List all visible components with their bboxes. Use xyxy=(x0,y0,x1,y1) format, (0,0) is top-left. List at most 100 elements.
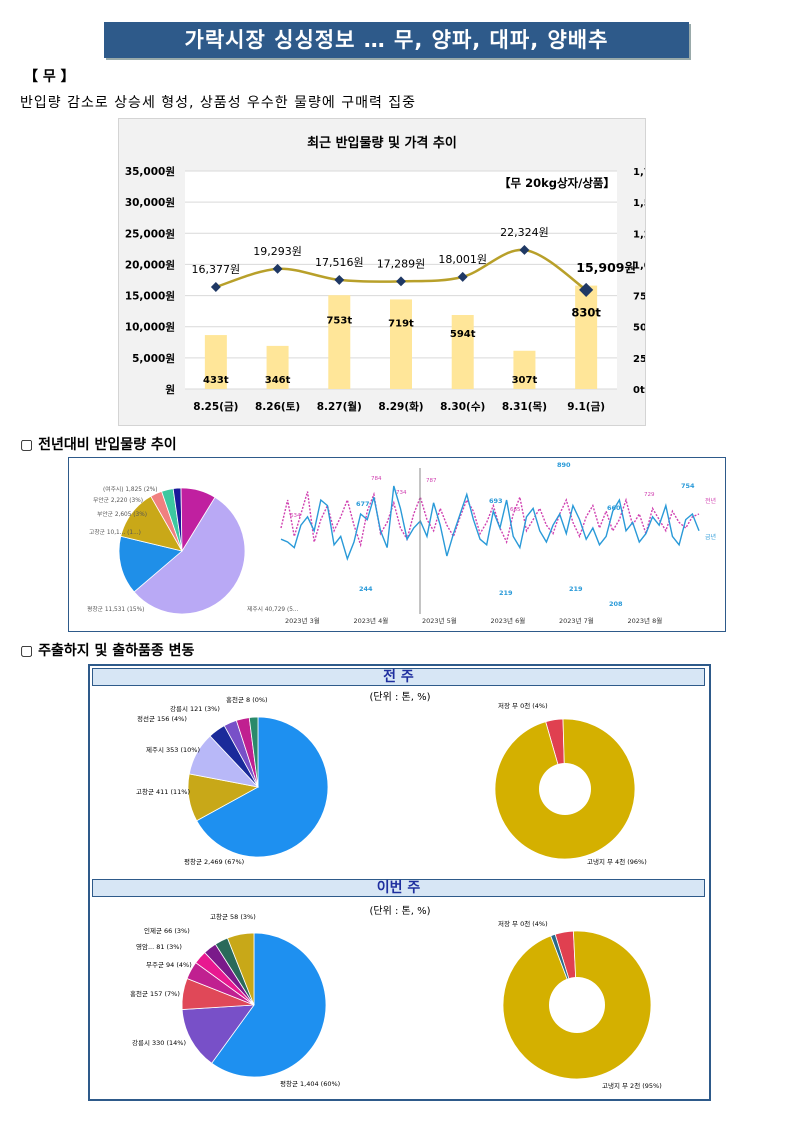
price-marker xyxy=(334,274,345,285)
donut-hole xyxy=(549,977,605,1033)
this-week-title: 이번 주 xyxy=(92,879,705,897)
x-tick: 8.29(화) xyxy=(378,400,423,413)
volume-label: 830t xyxy=(571,306,601,320)
x-axis-label: 2023년 6월 xyxy=(491,616,526,625)
blue-point-label: 693 xyxy=(489,497,503,505)
this-region-label: 평창군 1,404 (60%) xyxy=(280,1079,340,1088)
this-region-slice xyxy=(226,932,255,1006)
pie-slice xyxy=(118,535,183,593)
section-summary: 반입량 감소로 상승세 형성, 상품성 우수한 물량에 구매력 집중 xyxy=(20,95,417,111)
x-axis-label: 2023년 5월 xyxy=(422,616,457,625)
this-region-slice xyxy=(211,932,327,1078)
volume-bar xyxy=(451,315,474,389)
x-axis-label: 2023년 3월 xyxy=(285,616,320,625)
volume-label: 307t xyxy=(512,375,538,386)
pink-point-label: 729 xyxy=(644,492,655,498)
volume-bar xyxy=(513,350,536,389)
x-tick: 8.30(수) xyxy=(440,401,485,413)
y-right-tick: 750t xyxy=(633,292,645,303)
y-right-tick: 1,750t xyxy=(633,167,645,178)
y-left-tick: 10,000원 xyxy=(125,321,175,334)
pie-label: 고창군 10,1... (1...) xyxy=(89,528,141,536)
y-right-tick: 500t xyxy=(633,323,645,334)
price-marker xyxy=(272,263,283,274)
price-marker xyxy=(519,245,530,255)
y-left-tick: 25,000원 xyxy=(125,227,175,240)
this-year-line xyxy=(280,485,700,561)
x-axis-label: 2023년 7월 xyxy=(559,616,594,625)
blue-point-label: 208 xyxy=(609,600,623,608)
this-region-slice xyxy=(181,1004,255,1064)
blue-point-label: 219 xyxy=(499,589,513,597)
volume-bar xyxy=(575,285,598,389)
chart-title: 최근 반입물량 및 가격 추이 xyxy=(307,135,457,151)
price-label: 18,001원 xyxy=(438,253,487,266)
x-tick: 8.25(금) xyxy=(193,401,238,413)
prev-region-label: 제주시 353 (10%) xyxy=(146,746,200,754)
yoy-panel: 제주시 40,729 (5... 평창군 11,531 (15%) 고창군 10,1… xyxy=(68,457,726,632)
section-tag: 【 무 】 xyxy=(24,69,75,85)
price-volume-chart: 최근 반입물량 및 가격 추이 【무 20kg상자/상품】 35,000원 1,750… xyxy=(125,135,670,413)
pink-point-label: 734 xyxy=(396,490,407,496)
prev-region-label: 평창군 2,469 (67%) xyxy=(184,857,244,866)
x-axis-label: 2023년 8월 xyxy=(628,616,663,625)
pie-label: 평창군 11,531 (15%) xyxy=(87,605,144,613)
y-left-tick: 원 xyxy=(165,383,175,396)
blue-point-label: 754 xyxy=(681,482,695,490)
price-label: 17,289원 xyxy=(377,257,426,270)
x-tick: 8.26(토) xyxy=(255,401,300,413)
blue-point-label: 244 xyxy=(359,585,373,593)
y-left-tick: 5,000원 xyxy=(132,352,175,365)
volume-bar xyxy=(390,299,412,389)
donut-hole xyxy=(539,763,591,815)
prev-week-title: 전 주 xyxy=(92,668,705,686)
volume-bar xyxy=(204,335,227,389)
this-week-unit: (단위 : 톤, %) xyxy=(370,904,431,917)
this-region-label: 영암... 81 (3%) xyxy=(136,942,182,951)
price-label: 15,909원 xyxy=(576,260,636,275)
pink-point-label: 634 xyxy=(290,513,301,519)
y-right-tick: 1,250t xyxy=(633,229,645,240)
x-axis-label: 2023년 4월 xyxy=(354,616,389,625)
volume-label: 719t xyxy=(388,318,414,329)
this-variety-label: 저장 무 0천 (4%) xyxy=(498,919,548,928)
y-left-tick: 30,000원 xyxy=(125,196,175,209)
page-title-banner: 가락시장 싱싱정보 … 무, 양파, 대파, 양배추 xyxy=(104,22,689,58)
volume-bar xyxy=(328,295,351,389)
y-right-tick: 0t xyxy=(633,385,645,396)
prev-week-unit: (단위 : 톤, %) xyxy=(370,690,431,703)
yoy-charts: 제주시 40,729 (5... 평창군 11,531 (15%) 고창군 10,1… xyxy=(87,461,716,625)
price-marker xyxy=(396,276,406,287)
pie-label: 부안군 2,605 (3%) xyxy=(97,511,147,518)
blue-point-label: 219 xyxy=(569,585,583,593)
x-tick: 8.31(목) xyxy=(502,401,547,413)
volume-label: 346t xyxy=(265,375,291,386)
pink-point-label: 787 xyxy=(426,478,437,484)
blue-point-label: 890 xyxy=(557,461,571,469)
blue-point-label: 677 xyxy=(356,500,370,508)
origin-pies: (단위 : 톤, %) (단위 : 톤, %) 평창군 2,469 (67%) 고창군… xyxy=(130,690,662,1090)
y-right-tick: 1,500t xyxy=(633,198,645,209)
x-tick: 8.27(월) xyxy=(317,400,362,413)
pink-point-label: 784 xyxy=(371,476,382,482)
pink-point-label: 665 xyxy=(510,507,521,513)
volume-label: 594t xyxy=(450,329,476,340)
this-region-label: 고창군 58 (3%) xyxy=(210,913,256,921)
y-left-tick: 20,000원 xyxy=(125,258,175,271)
prev-region-label: 정선군 156 (4%) xyxy=(137,714,187,723)
legend-this-year: 금년 xyxy=(705,533,716,541)
volume-label: 753t xyxy=(326,315,352,326)
price-volume-chart-panel: 최근 반입물량 및 가격 추이 【무 20kg상자/상품】 35,000원 1,750… xyxy=(118,118,670,426)
this-region-label: 홍천군 157 (7%) xyxy=(130,989,180,998)
prev-region-label: 고창군 411 (11%) xyxy=(136,788,190,796)
pie-label: 제주시 40,729 (5... xyxy=(247,605,299,613)
y-left-tick: 15,000원 xyxy=(125,290,175,303)
price-label: 19,293원 xyxy=(253,245,302,258)
chart-note: 【무 20kg상자/상품】 xyxy=(499,176,615,190)
prev-region-slice xyxy=(248,716,259,788)
y-left-tick: 35,000원 xyxy=(125,165,175,178)
volume-label: 433t xyxy=(203,375,229,386)
this-region-label: 인제군 66 (3%) xyxy=(144,926,190,935)
pie-slice xyxy=(180,487,216,553)
prev-variety-label: 고냉지 무 4천 (96%) xyxy=(587,857,647,866)
